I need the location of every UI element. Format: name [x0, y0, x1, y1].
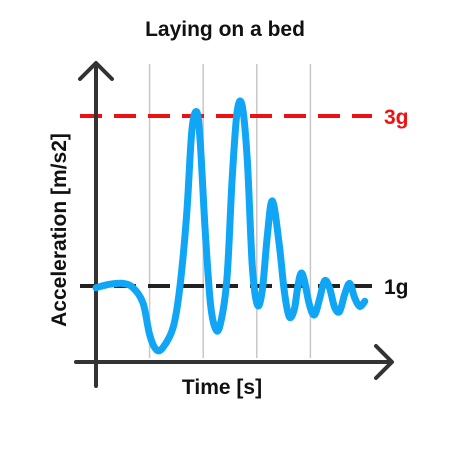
- y-axis-arrow-icon: [78, 61, 114, 81]
- reference-label-3g: 3g: [384, 106, 409, 129]
- reference-label-1g: 1g: [384, 276, 409, 299]
- series-layer: [92, 97, 369, 355]
- y-axis: [78, 61, 114, 388]
- x-axis: [74, 344, 394, 380]
- chart-title: Laying on a bed: [145, 18, 305, 41]
- x-axis-label: Time [s]: [182, 376, 262, 399]
- series-line-1: [92, 97, 369, 355]
- y-axis-label: Acceleration [m/s2]: [48, 133, 71, 327]
- x-axis-arrow-icon: [374, 344, 394, 380]
